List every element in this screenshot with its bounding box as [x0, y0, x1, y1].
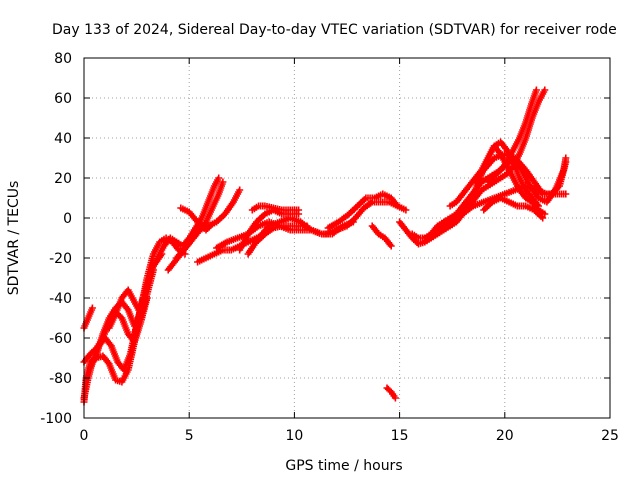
- x-axis-label: GPS time / hours: [285, 458, 402, 474]
- data-markers: [80, 86, 570, 406]
- data-series: [324, 190, 401, 232]
- data-point-markers: [253, 222, 311, 246]
- data-point-markers: [177, 204, 216, 234]
- y-tick-label: -20: [49, 251, 72, 267]
- plot-frame: [83, 57, 611, 419]
- data-point-markers: [368, 222, 395, 250]
- data-point-markers: [484, 154, 570, 206]
- x-tick-label: 0: [80, 428, 89, 444]
- data-point-markers: [80, 304, 96, 332]
- data-point-markers: [131, 234, 189, 338]
- y-tick-label: 80: [54, 51, 72, 67]
- y-tick-label: -80: [49, 371, 72, 387]
- x-tick-label: 10: [285, 428, 303, 444]
- data-point-markers: [324, 190, 401, 232]
- x-tick-label: 25: [601, 428, 619, 444]
- x-tick-label: 15: [391, 428, 409, 444]
- data-series: [248, 202, 303, 214]
- x-tick-label: 20: [496, 428, 514, 444]
- chart-title: Day 133 of 2024, Sidereal Day-to-day VTE…: [52, 22, 617, 38]
- y-tick-label: 20: [54, 171, 72, 187]
- y-tick-label: 0: [63, 211, 72, 227]
- y-tick-label: 60: [54, 91, 72, 107]
- y-tick-label: -100: [40, 411, 72, 427]
- data-series: [177, 204, 216, 234]
- data-point-markers: [147, 174, 223, 274]
- data-series: [131, 234, 189, 338]
- y-tick-label: -60: [49, 331, 72, 347]
- data-series: [147, 174, 223, 274]
- data-series: [383, 384, 399, 402]
- y-tick-label: 40: [54, 131, 72, 147]
- data-series: [253, 222, 311, 246]
- data-point-markers: [383, 384, 399, 402]
- data-series: [480, 194, 547, 222]
- data-series: [80, 304, 96, 332]
- y-tick-label: -40: [49, 291, 72, 307]
- x-tick-label: 5: [185, 428, 194, 444]
- axis-ticks: 0 5 10 15 20 25 -100 -80 -60 -40 -20 0 20 40 60 80: [40, 51, 619, 444]
- data-series: [484, 154, 570, 206]
- data-point-markers: [480, 194, 547, 222]
- data-series: [368, 222, 395, 250]
- y-axis-label: SDTVAR / TECUs: [6, 181, 22, 296]
- data-point-markers: [248, 202, 303, 214]
